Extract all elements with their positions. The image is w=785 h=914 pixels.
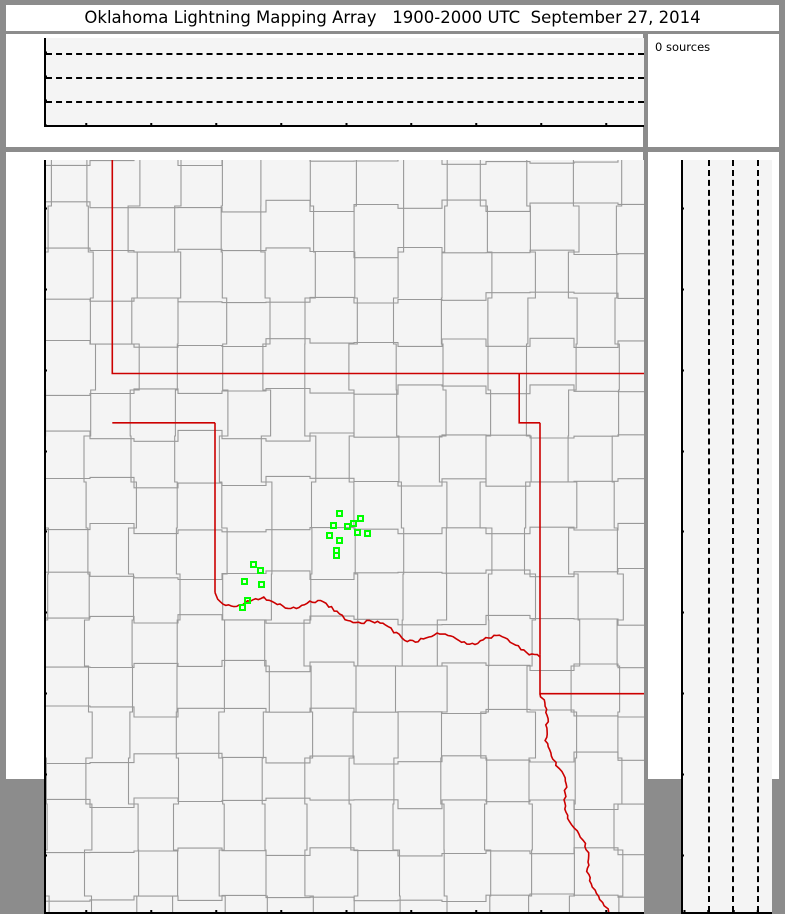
height-profile-plot-area[interactable]: -400.0 -300.0 -200.0 -100.0 0 100.0 200.0 300.0… [681,160,772,914]
y-tick-label: 400.0 [681,202,683,215]
source-marker [349,520,357,528]
y-tick-label: 100.0 [44,445,46,458]
source-marker [249,561,257,569]
y-tick-label: -300.0 [44,768,46,781]
y-tick-label: 300.0 [44,283,46,296]
source-count-panel: 0 sources [648,34,779,147]
time-height-plot-area[interactable]: 05.010.015.0 -400.0-300.0-200.0-100.0010… [44,38,644,127]
source-count-label: 0 sources [655,40,711,54]
y-tick-label: 400.0 [44,202,46,215]
title-bar: Oklahoma Lightning Mapping Array 1900-20… [6,5,779,31]
application-window: Oklahoma Lightning Mapping Array 1900-20… [0,0,785,785]
y-tick-label: 5.0 [44,94,46,107]
source-marker [335,537,343,545]
y-tick-label: 100.0 [681,445,683,458]
y-tick-label: -100.0 [44,606,46,619]
source-marker [326,532,334,540]
gridline-horizontal [46,100,644,103]
source-marker [241,577,249,585]
gridline-horizontal [46,76,644,79]
source-marker [243,597,251,604]
source-marker [258,580,265,588]
y-tick-label: -200.0 [681,687,683,700]
plan-view-map-panel: -400.0 -300.0 -200.0 -100.0 0 100.0 200.0 300.0… [6,152,644,914]
y-tick-label: 200.0 [681,364,683,377]
gridline-horizontal [46,52,644,55]
y-tick-label: 300.0 [681,283,683,296]
y-tick-label: -300.0 [681,768,683,781]
height-profile-panel: -400.0 -300.0 -200.0 -100.0 0 100.0 200.0 300.0… [648,152,779,914]
page-title: Oklahoma Lightning Mapping Array 1900-20… [84,8,701,27]
time-height-panel: 05.010.015.0 -400.0-300.0-200.0-100.0010… [6,34,644,147]
gridline-vertical [757,160,760,912]
y-tick-label: 10.0 [44,70,46,83]
y-tick-label: 0 [681,525,683,538]
gridline-vertical [732,160,735,912]
source-marker [332,551,340,559]
map-geography [46,160,644,912]
y-tick-label: -200.0 [44,687,46,700]
map-plot-area[interactable]: -400.0 -300.0 -200.0 -100.0 0 100.0 200.0 300.0… [44,160,644,914]
y-tick-label: 0 [44,119,46,128]
gridline-vertical [707,160,710,912]
y-tick-label: 15.0 [44,46,46,59]
county-borders [46,160,644,912]
y-tick-label: 0 [44,525,46,538]
y-tick-label: 200.0 [44,364,46,377]
source-marker [335,509,343,517]
y-tick-label: -400.0 [44,849,46,862]
source-marker [239,603,247,611]
y-tick-label: -100.0 [681,606,683,619]
source-marker [354,529,362,537]
y-tick-label: -400.0 [681,849,683,862]
source-marker [257,567,265,575]
source-marker [330,521,338,529]
source-marker [363,529,371,537]
state-borders [111,160,644,912]
source-marker [356,514,364,522]
